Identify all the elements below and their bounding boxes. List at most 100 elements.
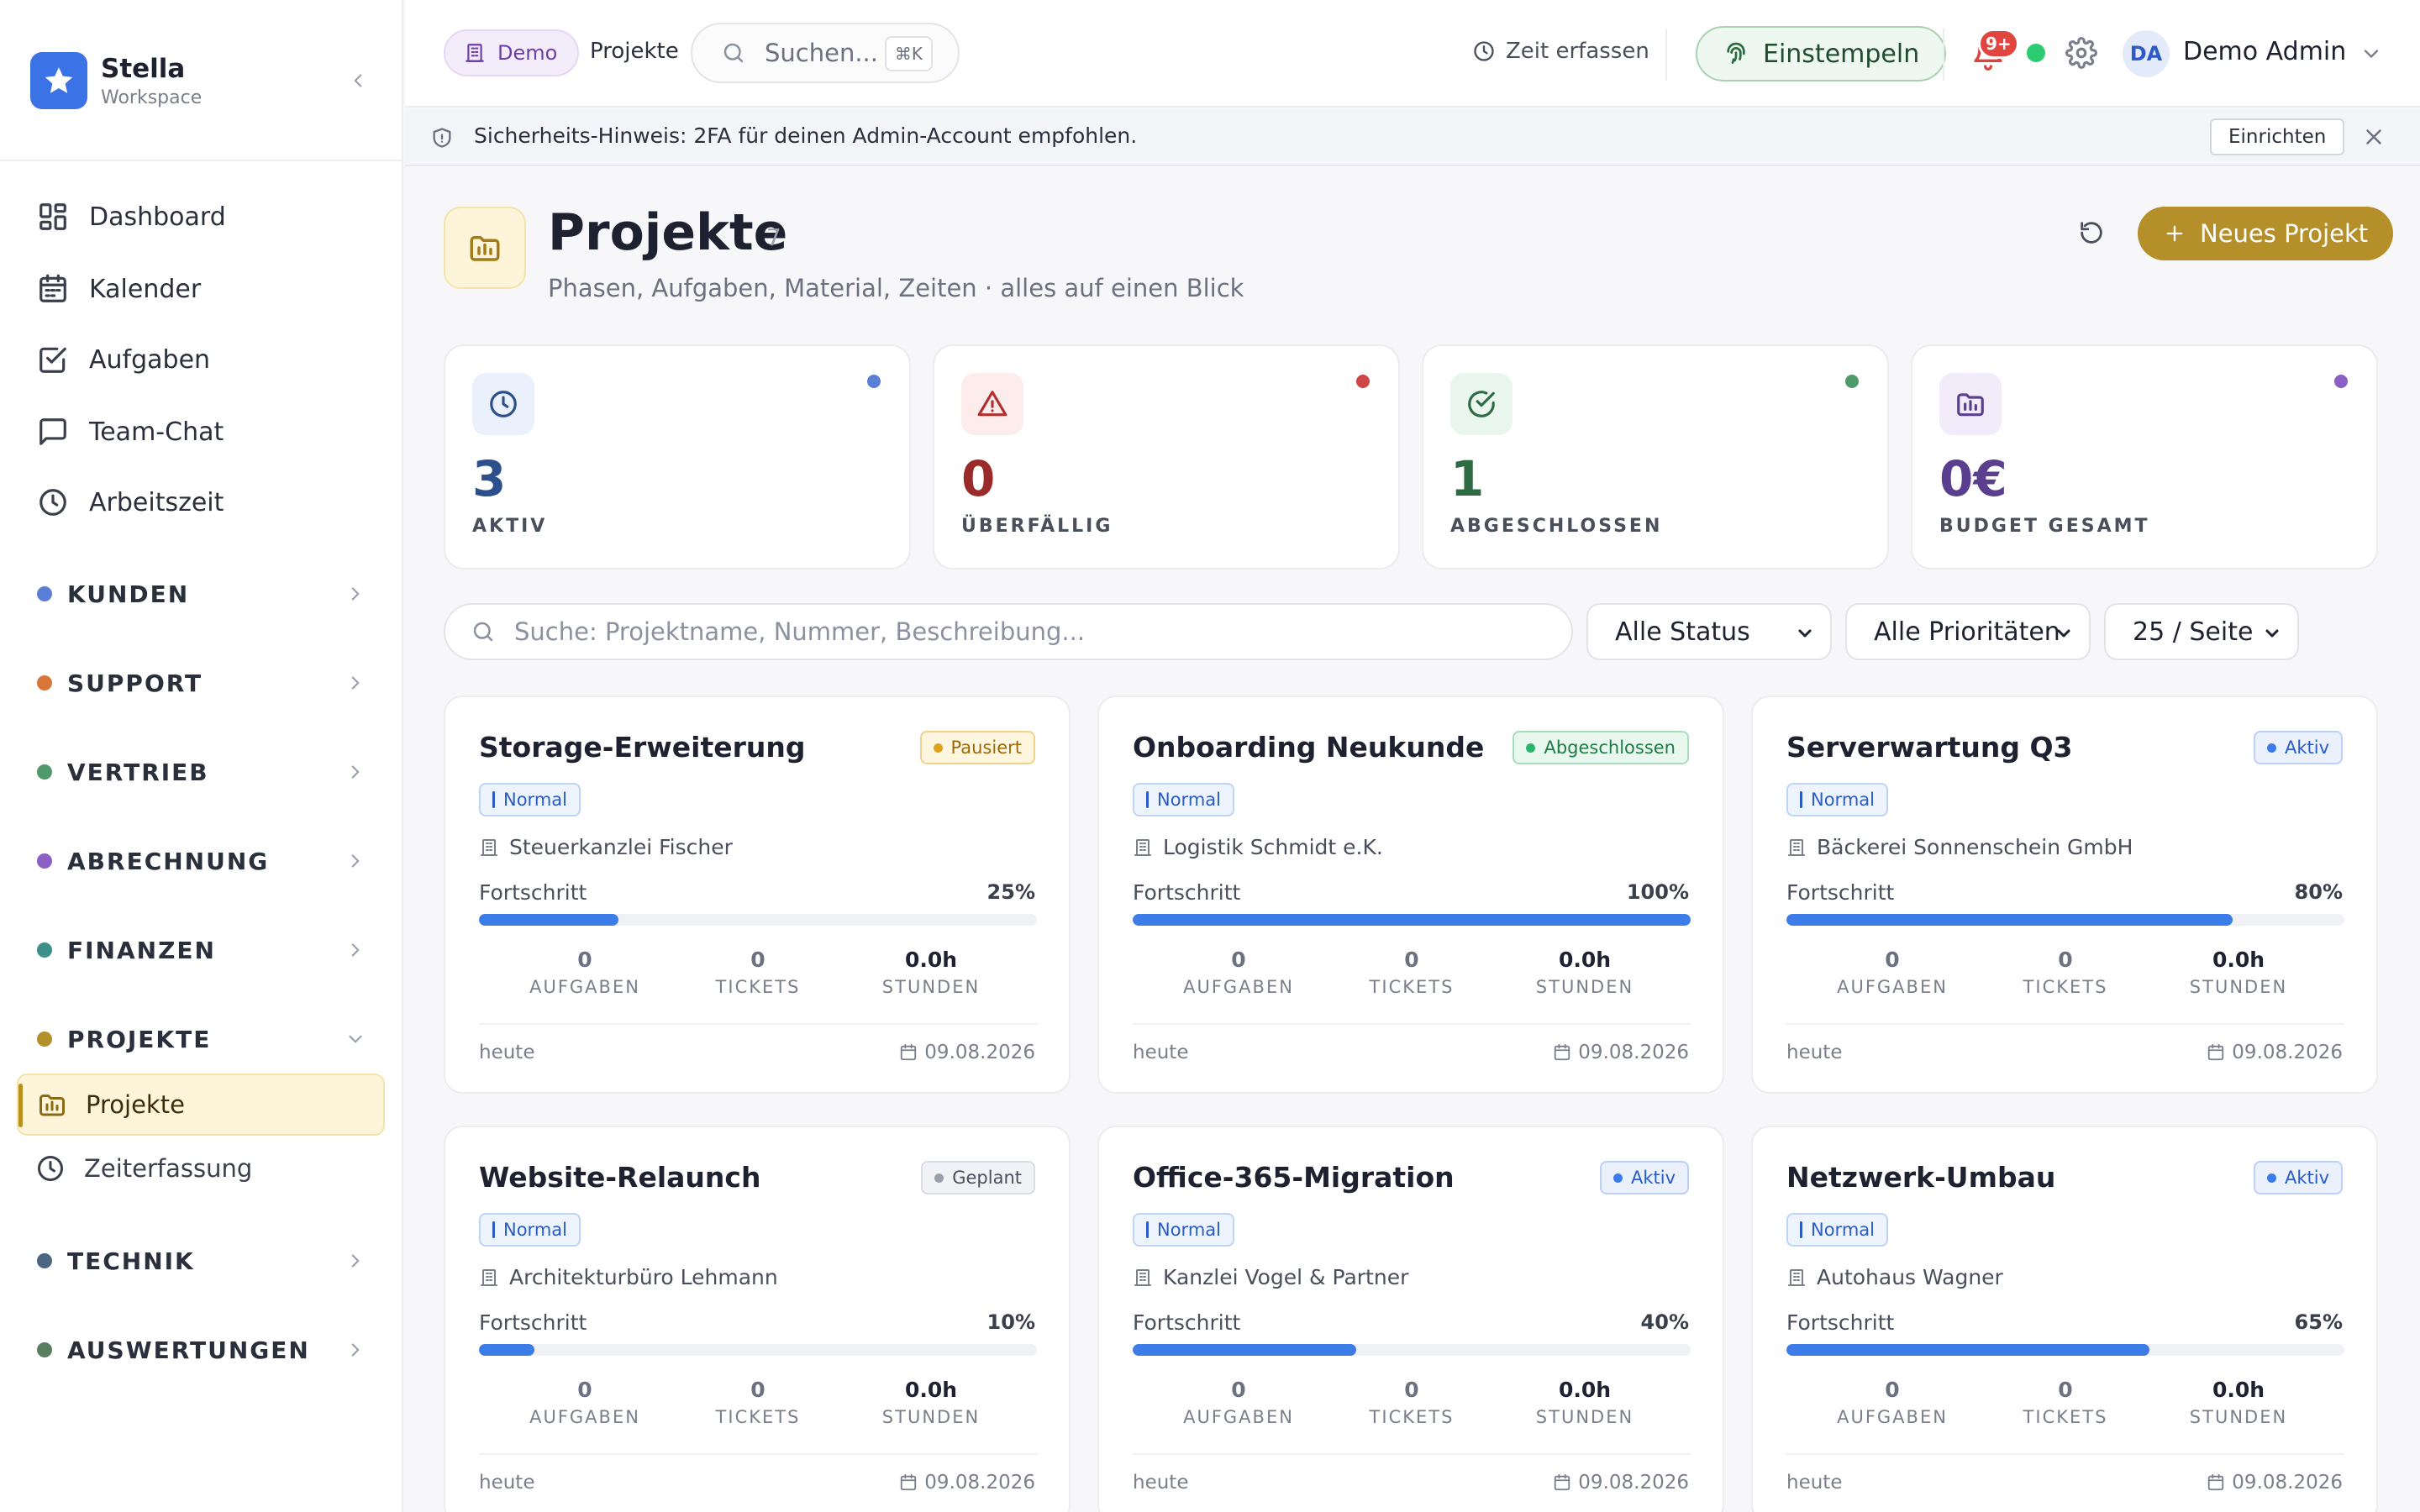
metric-tasks: 0 AUFGABEN (492, 948, 677, 997)
sidebar-group-support[interactable]: SUPPORT (37, 662, 366, 704)
sidebar-group-auswertungen[interactable]: AUSWERTUNGEN (37, 1329, 366, 1371)
clock-icon (38, 1156, 63, 1181)
project-folder-icon (39, 1095, 65, 1116)
top-bar: Demo Projekte Suchen... ⌘K Zeit erfassen… (405, 0, 2420, 108)
page-icon (444, 207, 526, 289)
group-color-dot (37, 675, 52, 690)
status-dot (1526, 743, 1536, 753)
stat-dot (1845, 375, 1859, 388)
project-client: Steuerkanzlei Fischer (479, 835, 733, 859)
card-divider (479, 1453, 1037, 1455)
priority-badge: Normal (1133, 1213, 1234, 1247)
sidebar-item-arbeitszeit[interactable]: Arbeitszeit (17, 472, 385, 533)
metric-label: TICKETS (1369, 1407, 1455, 1427)
metric-label: STUNDEN (2189, 977, 2288, 997)
progress-percent: 65% (2294, 1310, 2343, 1334)
stat-icon (1450, 373, 1512, 435)
metric-label: TICKETS (715, 1407, 801, 1427)
end-date-text: 09.08.2026 (924, 1042, 1035, 1063)
end-date-text: 09.08.2026 (1578, 1042, 1689, 1063)
sidebar-item-projekte[interactable]: Projekte (17, 1074, 385, 1136)
project-card[interactable]: Onboarding Neukunde Abgeschlossen Normal… (1097, 696, 1724, 1094)
project-card[interactable]: Netzwerk-Umbau Aktiv Normal Autohaus Wag… (1751, 1126, 2378, 1512)
progress-label: Fortschritt (1133, 880, 1241, 905)
close-icon[interactable] (2361, 124, 2386, 150)
page-subtitle: Phasen, Aufgaben, Material, Zeiten · all… (548, 274, 1244, 302)
warning-icon (977, 391, 1007, 417)
shield-icon (433, 128, 451, 148)
gear-icon[interactable] (2065, 37, 2097, 69)
star-logo-icon (30, 52, 87, 109)
project-card[interactable]: Office-365-Migration Aktiv Normal Kanzle… (1097, 1126, 1724, 1512)
calendar-icon (1555, 1473, 1570, 1491)
metric-value: 0 (2058, 948, 2073, 972)
project-folder-icon (1957, 393, 1984, 417)
stat-icon (472, 373, 534, 435)
calendar-icon (2208, 1473, 2224, 1491)
metric-tickets: 0 TICKETS (666, 948, 850, 997)
group-color-dot (37, 1253, 52, 1268)
progress-bar (479, 1344, 1037, 1356)
sidebar-item-kalender[interactable]: Kalender (17, 259, 385, 319)
project-client: Architekturbüro Lehmann (479, 1265, 778, 1289)
user-name[interactable]: Demo Admin (2183, 37, 2347, 66)
metric-label: STUNDEN (881, 977, 981, 997)
card-divider (479, 1023, 1037, 1025)
time-entry-button[interactable]: Zeit erfassen (1472, 39, 1649, 64)
status-filter-select[interactable]: Alle Status (1586, 603, 1832, 660)
chevron-down-icon (2265, 629, 2279, 638)
metric-value: 0 (1404, 948, 1419, 972)
sidebar-item-aufgaben[interactable]: Aufgaben (17, 329, 385, 390)
sidebar-group-kunden[interactable]: KUNDEN (37, 573, 366, 615)
brand[interactable]: Stella Workspace (30, 52, 373, 111)
calendar-icon (1555, 1043, 1570, 1061)
project-card[interactable]: Serverwartung Q3 Aktiv Normal Bäckerei S… (1751, 696, 2378, 1094)
sidebar-item-team-chat[interactable]: Team-Chat (17, 402, 385, 462)
sidebar-item-dashboard[interactable]: Dashboard (17, 186, 385, 247)
plus-icon (2166, 225, 2183, 242)
refresh-icon[interactable] (2077, 218, 2106, 247)
metric-value: 0.0h (2212, 948, 2265, 972)
global-search[interactable]: Suchen... ⌘K (691, 23, 960, 83)
search-shortcut: ⌘K (884, 36, 933, 71)
priority-filter-select[interactable]: Alle Prioritäten (1845, 603, 2091, 660)
status-dot (2266, 1173, 2276, 1183)
page-size-select[interactable]: 25 / Seite (2104, 603, 2299, 660)
metric-value: 0 (1885, 1378, 1900, 1402)
status-badge: Aktiv (2253, 731, 2343, 764)
sidebar-group-projekte[interactable]: PROJEKTE (37, 1018, 366, 1060)
project-title: Netzwerk-Umbau (1786, 1161, 2056, 1194)
demo-label: Demo (497, 41, 558, 65)
sidebar-group-finanzen[interactable]: FINANZEN (37, 929, 366, 971)
demo-badge[interactable]: Demo (444, 29, 580, 76)
chevron-down-icon[interactable] (2360, 42, 2383, 66)
metric-tickets: 0 TICKETS (666, 1378, 850, 1427)
sidebar-group-abrechnung[interactable]: ABRECHNUNG (37, 840, 366, 882)
sidebar-group-vertrieb[interactable]: VERTRIEB (37, 751, 366, 793)
sidebar-group-technik[interactable]: TECHNIK (37, 1240, 366, 1282)
setup-2fa-button[interactable]: Einrichten (2210, 118, 2345, 155)
clock-in-button[interactable]: Einstempeln (1696, 26, 1947, 81)
task-check-icon (39, 347, 66, 373)
project-card[interactable]: Website-Relaunch Geplant Normal Architek… (444, 1126, 1071, 1512)
new-project-button[interactable]: Neues Projekt (2138, 207, 2394, 260)
metric-label: STUNDEN (1535, 1407, 1634, 1427)
collapse-sidebar-button[interactable] (343, 66, 373, 96)
metric-tickets: 0 TICKETS (1973, 948, 2158, 997)
time-entry-label: Zeit erfassen (1506, 39, 1649, 64)
card-divider (1786, 1453, 2344, 1455)
breadcrumb[interactable]: Projekte (590, 39, 679, 64)
metric-hours: 0.0h STUNDEN (2146, 948, 2331, 997)
avatar[interactable]: DA (2123, 30, 2170, 77)
metric-label: AUFGABEN (1183, 1407, 1294, 1427)
clock-icon (490, 391, 517, 417)
sidebar-item-zeiterfassung[interactable]: Zeiterfassung (17, 1137, 385, 1200)
metric-label: TICKETS (1369, 977, 1455, 997)
chat-icon (39, 418, 66, 445)
metric-label: TICKETS (715, 977, 801, 997)
project-card[interactable]: Storage-Erweiterung Pausiert Normal Steu… (444, 696, 1071, 1094)
progress-percent: 80% (2294, 880, 2343, 904)
project-search-input[interactable]: Suche: Projektname, Nummer, Beschreibung… (444, 603, 1573, 660)
stat-value: 3 (472, 450, 507, 507)
group-label: FINANZEN (67, 936, 216, 964)
